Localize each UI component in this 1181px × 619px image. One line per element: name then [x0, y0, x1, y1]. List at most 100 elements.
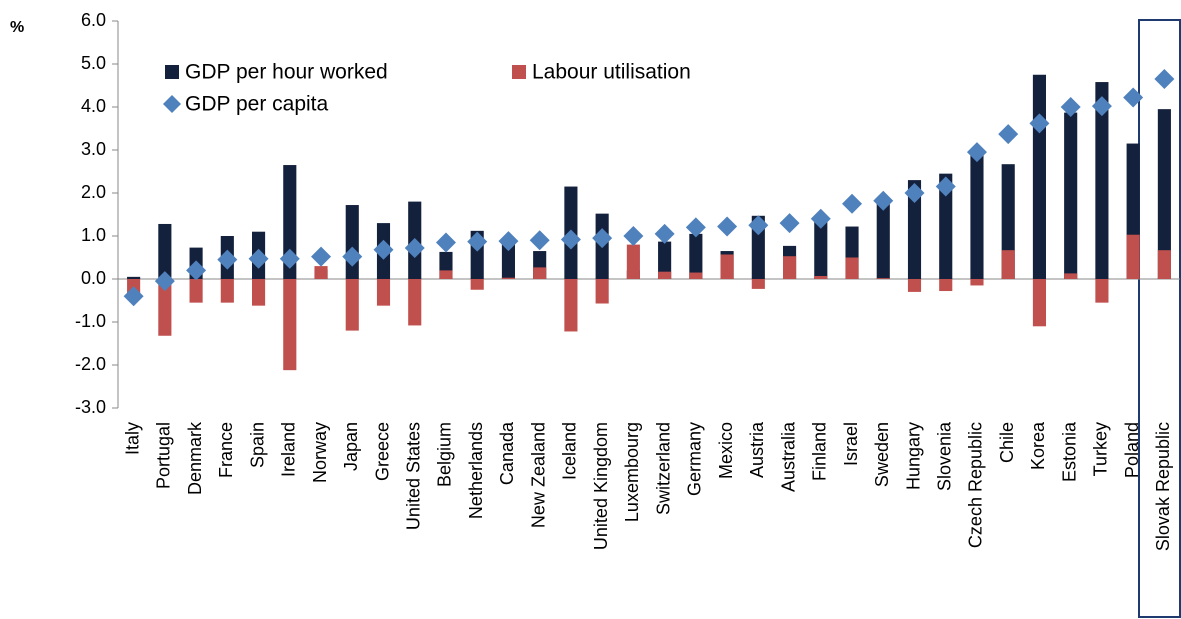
marker [560, 229, 581, 250]
y-tick-label: -2.0 [75, 354, 106, 374]
bar [720, 254, 734, 279]
marker [186, 260, 207, 281]
marker [1154, 69, 1175, 90]
marker [966, 142, 987, 163]
marker [1029, 113, 1050, 134]
bar [1095, 279, 1109, 303]
marker [217, 249, 238, 270]
marker [873, 190, 894, 211]
marker [904, 183, 925, 203]
bar [1157, 109, 1171, 280]
x-tick-label: Japan [341, 422, 361, 471]
marker [404, 238, 425, 259]
legend-label: Labour utilisation [532, 61, 691, 84]
x-tick-label: Greece [372, 422, 392, 481]
bar [158, 223, 172, 279]
marker [154, 271, 175, 292]
bar [439, 270, 453, 279]
x-tick-label: Slovenia [934, 421, 954, 491]
y-tick-label: 5.0 [81, 53, 106, 73]
y-tick-label: 1.0 [81, 225, 106, 245]
marker [373, 239, 394, 260]
legend-label: GDP per hour worked [185, 61, 388, 84]
x-tick-label: Austria [747, 421, 767, 478]
bar [345, 279, 359, 331]
highlight-box [1138, 19, 1181, 618]
bar [814, 220, 828, 279]
bar [689, 233, 703, 279]
marker [717, 216, 738, 237]
marker [467, 231, 488, 252]
bar [1157, 250, 1171, 279]
marker [248, 248, 269, 269]
bar [189, 279, 203, 303]
bar [376, 279, 391, 306]
bar [127, 276, 141, 279]
bar [533, 267, 547, 279]
x-tick-label: Italy [122, 422, 142, 455]
marker [279, 248, 300, 269]
bar [501, 277, 516, 279]
x-tick-label: Sweden [872, 422, 892, 487]
bar [970, 150, 984, 279]
marker [748, 215, 769, 236]
marker [779, 213, 800, 234]
x-tick-label: Switzerland [653, 422, 673, 515]
bar [782, 256, 797, 279]
bar [907, 279, 922, 292]
marker [1060, 97, 1081, 117]
y-tick-label: 6.0 [81, 10, 106, 30]
marker [842, 193, 863, 214]
x-tick-label: France [216, 422, 236, 478]
bar [626, 244, 640, 279]
bar [689, 272, 703, 279]
bar [1032, 279, 1047, 327]
x-tick-label: Poland [1122, 422, 1142, 478]
x-tick-label: Germany [685, 422, 705, 496]
x-tick-label: Canada [497, 421, 517, 485]
bar [970, 279, 984, 286]
marker [529, 230, 550, 251]
bar [658, 241, 672, 279]
bar [1001, 250, 1015, 279]
marker [1123, 87, 1144, 108]
marker [311, 246, 332, 267]
bar [283, 165, 297, 279]
marker [498, 231, 519, 252]
bar [220, 279, 234, 303]
marker [435, 232, 456, 253]
bar [1064, 273, 1078, 279]
y-tick-label: 4.0 [81, 96, 106, 116]
y-tick-label: 0.0 [81, 268, 106, 288]
legend-swatch [512, 65, 526, 79]
x-tick-label: Ireland [279, 422, 299, 477]
x-tick-label: Slovak Republic [1153, 422, 1173, 551]
bar [1032, 74, 1047, 279]
marker [998, 124, 1019, 145]
marker [935, 176, 956, 197]
x-tick-label: Netherlands [466, 422, 486, 519]
x-tick-label: United Kingdom [591, 422, 611, 550]
x-tick-label: Spain [247, 422, 267, 468]
bar [876, 278, 890, 279]
y-tick-label: 3.0 [81, 139, 106, 159]
bar [158, 279, 172, 336]
y-tick-label: -3.0 [75, 397, 106, 417]
bar [1126, 234, 1140, 279]
x-tick-label: Portugal [154, 422, 174, 489]
bar [1064, 112, 1078, 279]
x-tick-label: Norway [310, 422, 330, 483]
bar [283, 279, 297, 371]
x-tick-label: United States [403, 422, 423, 530]
bar [907, 180, 922, 279]
bar [501, 242, 516, 279]
bar [251, 279, 266, 306]
x-tick-label: Luxembourg [622, 422, 642, 522]
bar [876, 201, 890, 279]
marker [685, 217, 706, 238]
bar [845, 257, 859, 279]
bar [658, 271, 672, 279]
bar [470, 279, 484, 290]
x-tick-label: Israel [841, 422, 861, 466]
